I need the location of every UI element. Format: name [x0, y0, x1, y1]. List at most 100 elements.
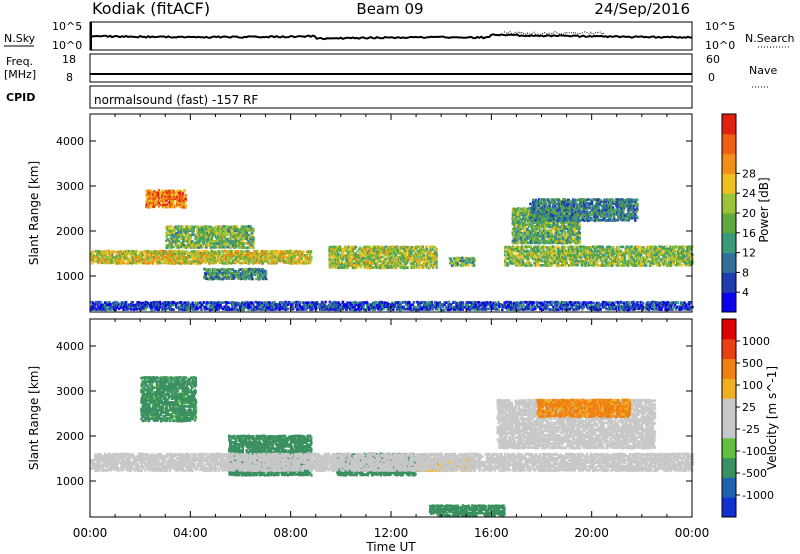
scatter-cell-1 — [126, 252, 129, 255]
scatter-cell-2 — [196, 230, 199, 233]
scatter-cell-3 — [215, 273, 218, 276]
scatter-cell-2 — [230, 239, 233, 243]
scatter-cell-2 — [219, 225, 222, 228]
scatter-cell-1 — [166, 254, 169, 257]
scatter-cell-2 — [203, 236, 206, 239]
scatter-cell-2 — [209, 242, 213, 245]
scatter-cell-1 — [256, 252, 259, 256]
scatter-cell-1 — [252, 262, 255, 265]
scatter-cell-1 — [241, 250, 245, 254]
scatter-cell-6 — [688, 245, 691, 249]
scatter-cell-1 — [226, 252, 229, 256]
scatter-cell-2 — [245, 231, 249, 234]
scatter-cell-4 — [384, 260, 387, 263]
scatter-cell-1 — [140, 256, 143, 259]
scatter-cell-1 — [239, 261, 242, 265]
scatter-cell-2 — [205, 246, 208, 249]
scatter-cell-4 — [331, 262, 334, 265]
scatter-cell-4 — [337, 260, 340, 264]
scatter-cell-3 — [256, 270, 259, 273]
scatter-cell-2 — [207, 230, 211, 233]
scatter-cell-1 — [116, 257, 119, 261]
scatter-cell-1 — [235, 257, 238, 261]
scatter-cell-0 — [169, 205, 172, 209]
scatter-cell-4 — [381, 264, 384, 267]
scatter-cell-4 — [411, 255, 414, 259]
scatter-cell-1 — [196, 259, 199, 263]
scatter-cell-1 — [262, 255, 266, 259]
scatter-cell-1 — [188, 256, 192, 259]
scatter-cell-4 — [413, 264, 416, 268]
scatter-cell-4 — [372, 245, 375, 249]
scatter-cell-1 — [276, 256, 279, 259]
scatter-cell-4 — [383, 247, 386, 251]
scatter-cell-1 — [197, 262, 200, 265]
scatter-cell-4 — [405, 261, 408, 265]
scatter-cell-2 — [245, 246, 248, 250]
scatter-cell-2 — [229, 225, 232, 229]
scatter-cell-1 — [240, 254, 243, 257]
scatter-cell-4 — [369, 266, 372, 270]
scatter-cell-4 — [373, 247, 376, 251]
scatter-cell-4 — [348, 256, 352, 259]
scatter-cell-1 — [270, 257, 273, 261]
scatter-cell-2 — [191, 244, 194, 247]
scatter-cell-1 — [118, 254, 121, 257]
scatter-cell-4 — [372, 249, 376, 253]
scatter-cell-1 — [309, 253, 312, 257]
scatter-cell-2 — [174, 240, 177, 243]
scatter-cell-1 — [309, 261, 312, 265]
scatter-cell-1 — [295, 262, 298, 265]
scatter-cell-1 — [192, 250, 195, 253]
scatter-cell-2 — [251, 231, 254, 235]
scatter-cell-4 — [368, 257, 372, 261]
scatter-cell-6 — [540, 264, 543, 267]
scatter-cell-0 — [172, 195, 175, 199]
scatter-cell-2 — [242, 237, 245, 241]
scatter-cell-2 — [211, 227, 214, 231]
scatter-cell-2 — [166, 229, 169, 232]
scatter-cell-1 — [91, 250, 94, 254]
scatter-cell-8 — [532, 198, 535, 202]
scatter-cell-4 — [339, 247, 342, 251]
scatter-cell-4 — [357, 253, 360, 257]
scatter-cell-4 — [349, 262, 352, 266]
scatter-cell-2 — [177, 225, 181, 228]
scatter-cell-1 — [141, 258, 144, 261]
scatter-cell-1 — [294, 257, 297, 261]
scatter-cell-1 — [141, 254, 144, 257]
scatter-cell-0 — [177, 199, 180, 202]
scatter-cell-1 — [225, 252, 228, 255]
scatter-cell-1 — [290, 257, 293, 261]
scatter-cell-2 — [217, 235, 220, 239]
scatter-cell-4 — [415, 247, 418, 251]
scatter-cell-1 — [265, 250, 269, 253]
scatter-cell-6 — [640, 246, 643, 249]
scatter-cell-4 — [333, 261, 336, 265]
scatter-cell-2 — [205, 235, 208, 239]
scatter-cell-1 — [179, 254, 183, 258]
scatter-cell-0 — [184, 205, 187, 209]
scatter-cell-0 — [179, 195, 182, 198]
scatter-cell-2 — [222, 240, 225, 243]
scatter-cell-4 — [435, 247, 438, 251]
scatter-cell-2 — [198, 244, 201, 247]
scatter-cell-4 — [398, 264, 402, 267]
scatter-cell-7 — [578, 223, 581, 226]
scatter-cell-2 — [215, 232, 219, 235]
scatter-cell-1 — [288, 255, 292, 259]
nave-tick-bottom: 0 — [708, 71, 715, 84]
scatter-cell-1 — [310, 258, 313, 261]
scatter-cell-0 — [181, 195, 185, 199]
scatter-cell-1 — [147, 249, 150, 253]
scatter-cell-1 — [110, 250, 113, 253]
scatter-cell-3 — [239, 273, 243, 277]
scatter-cell-1 — [309, 250, 313, 253]
scatter-cell-1 — [179, 249, 183, 253]
scatter-cell-1 — [130, 252, 133, 255]
scatter-cell-4 — [389, 245, 392, 249]
scatter-cell-1 — [234, 252, 237, 255]
scatter-cell-4 — [332, 255, 335, 259]
scatter-cell-6 — [542, 249, 545, 253]
scatter-cell-1 — [124, 254, 128, 257]
